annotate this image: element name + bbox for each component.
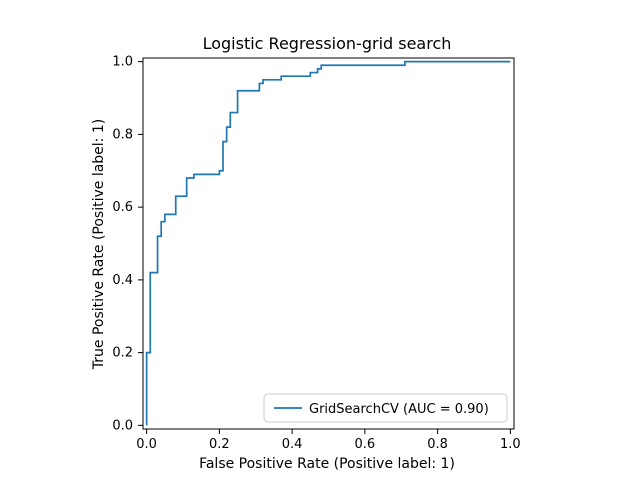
x-tick-label: 0.6 — [355, 437, 376, 452]
y-tick-label: 0.0 — [112, 418, 133, 433]
y-tick-label: 0.6 — [112, 200, 133, 215]
x-tick-label: 1.0 — [500, 437, 521, 452]
y-tick-label: 0.8 — [112, 127, 133, 142]
plot-frame — [142, 57, 515, 430]
y-tick-label: 0.4 — [112, 273, 133, 288]
y-tick-label: 1.0 — [112, 55, 133, 70]
y-axis-label: True Positive Rate (Positive label: 1) — [91, 119, 107, 370]
plot-layer — [142, 57, 515, 430]
x-axis-label: False Positive Rate (Positive label: 1) — [199, 456, 455, 472]
legend-box — [263, 393, 508, 423]
x-tick-label: 0.2 — [209, 437, 230, 452]
legend-series-label: GridSearchCV (AUC = 0.90) — [309, 402, 489, 417]
x-tick-label: 0.4 — [282, 437, 303, 452]
tick-layer: 0.0 0.2 0.4 0.6 0.8 1.0 0.0 0.2 0.4 0.6 0.8 1.0 — [112, 55, 520, 452]
x-tick-label: 0.0 — [136, 437, 157, 452]
y-tick-label: 0.2 — [112, 346, 133, 361]
legend: GridSearchCV (AUC = 0.90) — [263, 393, 508, 423]
chart-title: Logistic Regression-grid search — [203, 34, 452, 53]
roc-curve-series — [145, 60, 511, 426]
x-tick-label: 0.8 — [427, 437, 448, 452]
